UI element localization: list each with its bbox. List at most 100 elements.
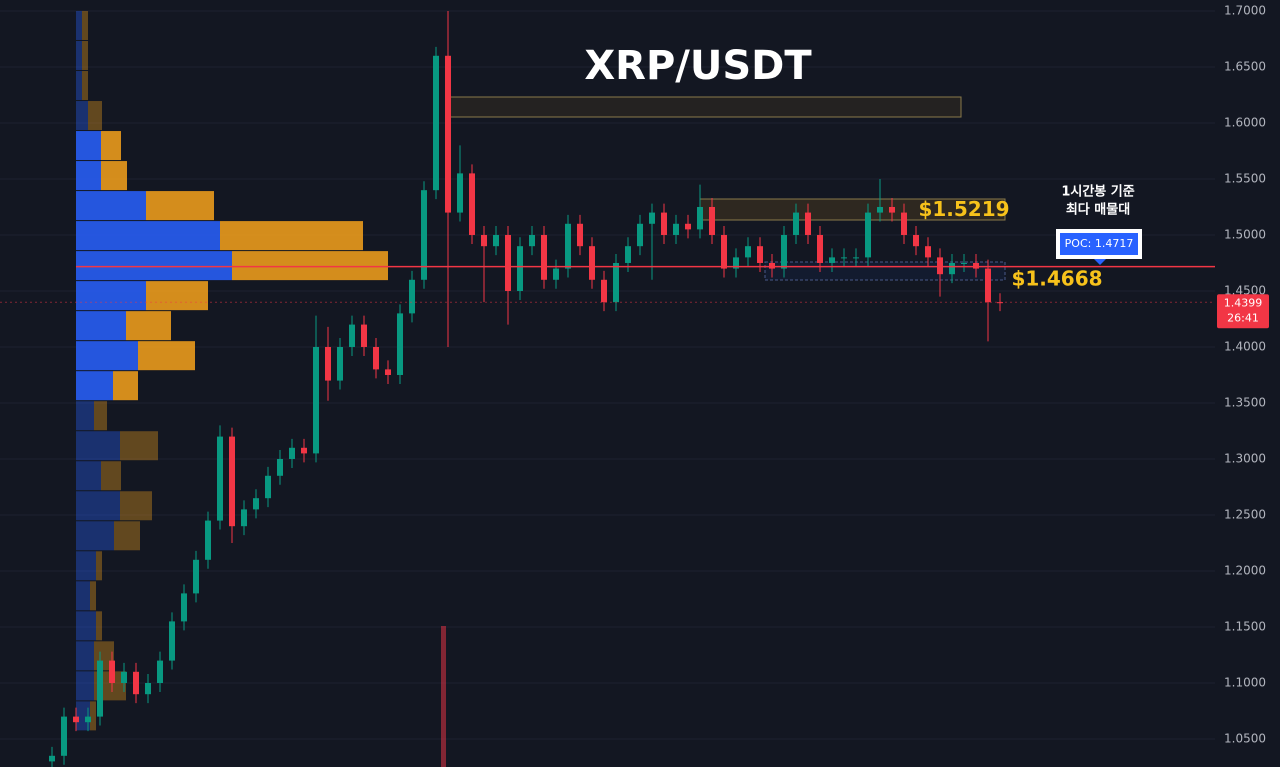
candle-body (781, 234, 787, 269)
candle-body (109, 660, 115, 683)
profile-bar (76, 161, 101, 191)
y-tick-label: 1.4500 (1224, 283, 1266, 297)
candles (49, 10, 1003, 767)
poc-label-bg (1060, 233, 1138, 255)
profile-bar (126, 311, 171, 341)
y-tick-label: 1.2000 (1224, 563, 1266, 577)
profile-bar (94, 401, 107, 431)
candle-body (961, 262, 967, 264)
profile-bar (76, 611, 96, 641)
candle-body (565, 223, 571, 269)
candle-body (541, 234, 547, 280)
candle-body (361, 324, 367, 347)
candle-body (757, 246, 763, 263)
candle-body (85, 716, 91, 723)
candle-body (229, 436, 235, 527)
poc-note: 최다 매물대 (1066, 202, 1130, 218)
profile-bar (76, 431, 120, 461)
profile-bar (76, 551, 96, 581)
candle-body (217, 436, 223, 521)
candle-body (793, 212, 799, 235)
candle-body (169, 621, 175, 661)
candle-body (721, 234, 727, 269)
candle-body (289, 447, 295, 459)
profile-bar (101, 131, 121, 161)
profile-bar (146, 191, 214, 221)
profile-bar (76, 281, 146, 311)
candle-body (649, 212, 655, 224)
candle-body (265, 475, 271, 499)
candle-body (73, 716, 79, 723)
candle-body (685, 223, 691, 230)
candle-body (397, 313, 403, 375)
profile-bar (82, 71, 88, 101)
candle-body (553, 268, 559, 280)
candle-body (985, 268, 991, 303)
volume-profile (76, 10, 388, 731)
candle-body (49, 755, 55, 762)
candle-body (973, 262, 979, 269)
candle-body (853, 257, 859, 259)
candle-body (865, 212, 871, 258)
price-annotation: $1.4668 (1011, 267, 1102, 291)
candle-body (817, 234, 823, 263)
candle-body (697, 206, 703, 230)
last-price-tag (1217, 294, 1269, 329)
profile-bar (76, 221, 220, 251)
last-price-label: 1.4399 (1224, 296, 1263, 309)
candle-body (373, 346, 379, 370)
candle-body (841, 257, 847, 259)
profile-bar (101, 161, 127, 191)
candle-body (577, 223, 583, 247)
y-tick-label: 1.6500 (1224, 59, 1266, 73)
chart-title: XRP/USDT (584, 43, 812, 89)
profile-bar (76, 401, 94, 431)
profile-bar (113, 371, 138, 401)
profile-bar (76, 701, 90, 731)
profile-bar (90, 581, 96, 611)
profile-bar (220, 221, 363, 251)
candle-body (505, 234, 511, 291)
candle-body (445, 55, 451, 213)
y-tick-label: 1.5500 (1224, 171, 1266, 185)
poc-pointer (1094, 259, 1106, 265)
candle-body (901, 212, 907, 235)
candle-body (601, 279, 607, 303)
candle-body (313, 346, 319, 454)
candle-body (469, 173, 475, 235)
profile-bar (76, 251, 232, 281)
candle-body (205, 520, 211, 560)
candle-body (145, 682, 151, 695)
candle-body (949, 262, 955, 275)
volume-spike (441, 626, 446, 767)
y-tick-label: 1.7000 (1224, 3, 1266, 17)
profile-bar (76, 131, 101, 161)
profile-bar (101, 461, 121, 491)
zone (446, 96, 962, 118)
profile-bar (76, 341, 138, 371)
price-annotation: $1.5219 (918, 197, 1009, 221)
candle-body (673, 223, 679, 235)
y-tick-label: 1.3500 (1224, 395, 1266, 409)
candle-body (913, 234, 919, 247)
profile-bar (76, 671, 94, 701)
countdown: 26:41 (1227, 311, 1259, 324)
y-tick-label: 1.1000 (1224, 675, 1266, 689)
candle-body (385, 369, 391, 375)
y-tick-label: 1.6000 (1224, 115, 1266, 129)
candle-body (937, 257, 943, 275)
candle-body (157, 660, 163, 683)
profile-bar (120, 431, 158, 461)
profile-bar (76, 581, 90, 611)
candle-body (121, 671, 127, 683)
candle-body (661, 212, 667, 235)
candle-body (529, 234, 535, 247)
candle-body (625, 246, 631, 263)
profile-bar (76, 71, 82, 101)
candle-body (517, 246, 523, 291)
candle-body (481, 234, 487, 247)
candle-body (301, 447, 307, 454)
profile-bar (76, 10, 82, 40)
